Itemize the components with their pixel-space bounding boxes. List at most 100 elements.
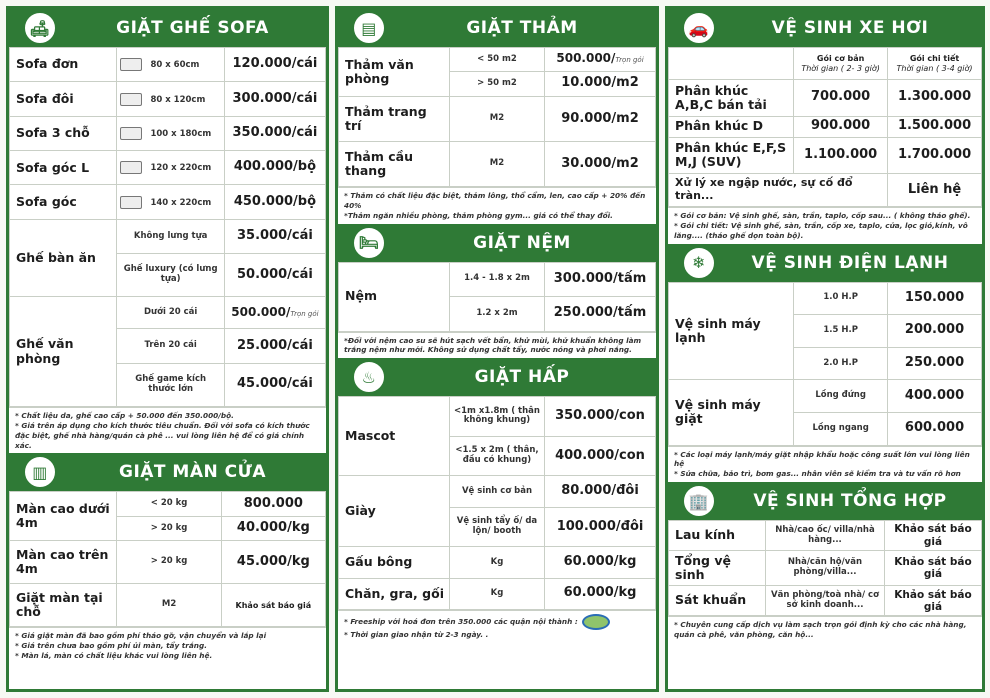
item-price: 250.000/tấm (544, 296, 656, 332)
price-value: 600.000 (904, 420, 965, 436)
price-value: 60.000/kg (563, 585, 637, 601)
note-line: * Giá trên áp dụng cho kích thước tiêu c… (15, 421, 320, 451)
note-line: *Thảm ngăn nhiều phòng, thảm phòng gym..… (344, 211, 650, 221)
item-price: 400.000/con (544, 435, 656, 477)
price-table: Sofa đơn 80 x 60cm 120.000/cái Sofa đôi 80 x… (8, 46, 327, 408)
section-header: ▥ GIẶT MÀN CỬA (9, 453, 326, 492)
spec-text: > 20 kg (150, 522, 188, 533)
price-value: 500.000/ (556, 51, 616, 66)
item-name: Sofa góc (8, 184, 118, 220)
car-icon: 🚗 (682, 11, 716, 45)
section-steam: ♨ GIẶT HẤP Mascot <1m x1.8m ( thân không kh… (338, 358, 656, 643)
item-price: 40.000/kg (220, 515, 327, 542)
item-price: 30.000/m2 (544, 141, 656, 187)
price-detail: 1.500.000 (887, 115, 982, 138)
item-spec: > 20 kg (116, 540, 222, 585)
spec-text: 1.4 - 1.8 x 2m (464, 273, 530, 284)
price-note: Trọn gói (615, 56, 644, 65)
header-empty (667, 47, 795, 80)
spec-text: 120 x 220cm (150, 163, 212, 174)
item-name: Giặt màn tại chỗ (8, 583, 118, 628)
item-price: Khảo sát báo giá (883, 585, 983, 617)
price-table-wrap: Gói cơ bản Thời gian ( 2- 3 giờ) Gói chi t… (667, 47, 982, 207)
spec-text: Lồng đứng (815, 390, 866, 401)
item-price: 450.000/bộ (223, 184, 327, 220)
price-table-wrap: Mascot <1m x1.8m ( thân không khung) 350.0… (338, 396, 656, 611)
price-value: 25.000/cái (237, 337, 313, 353)
table-row: > 50 m2 10.000/m2 (339, 70, 656, 98)
item-price: 200.000 (887, 314, 982, 348)
section-title: GIẶT THẢM (466, 18, 578, 38)
price-value: 60.000/kg (563, 554, 637, 569)
price-value: 90.000/m2 (561, 110, 639, 126)
package-duration: Thời gian ( 2- 3 giờ) (801, 63, 880, 73)
item-name: Sofa góc L (8, 150, 118, 186)
price-table-wrap: Sofa đơn 80 x 60cm 120.000/cái Sofa đôi 80 x… (8, 46, 327, 408)
table-row: Thảm cầu thang M2 30.000/m2 (338, 141, 656, 187)
section-header: ▤ GIẶT THẢM (338, 9, 656, 47)
item-spec: 100 x 180cm (116, 115, 225, 152)
note-text: * Gói chi tiết: Vệ sinh ghế, sàn, trần, … (674, 220, 968, 240)
item-name: Vệ sinh máy giặt (667, 379, 795, 446)
table-row: Vệ sinh tẩy ố/ da lộn/ booth 100.000/đôi (339, 506, 656, 548)
spec-text: Không lưng tựa (133, 230, 208, 241)
item-spec: M2 (448, 141, 546, 187)
item-price: 90.000/m2 (544, 96, 656, 143)
spec-text: < 20 kg (150, 498, 188, 509)
item-spec: Kg (448, 577, 546, 611)
sofa-shape-icon (120, 126, 143, 140)
price-value: Khảo sát báo giá (894, 555, 972, 581)
price-value: 200.000 (904, 322, 965, 338)
price-table: Màn cao dưới 4m < 20 kg 800.000 > 20 kg 40.0… (8, 491, 327, 628)
item-spec: Kg (448, 546, 546, 579)
sofa-shape-icon (120, 58, 143, 72)
item-price: 350.000/cái (223, 115, 327, 152)
spec-text: 140 x 220cm (150, 197, 212, 208)
price-value: 300.000/tấm (553, 270, 647, 286)
note-text: *Đối với nệm cao su sẽ hút sạch vết bẩn,… (344, 335, 642, 355)
item-name: Ghế bàn ăn (8, 218, 118, 298)
note-text: * Giá trên chưa bao gồm phí ủi màn, tẩy … (15, 641, 207, 651)
price-basic: 900.000 (793, 115, 889, 138)
table-row: Vệ sinh máy giặt Lồng đứng 400.000 (667, 379, 982, 446)
item-spec: Trên 20 cái (116, 328, 225, 364)
section-title: VỆ SINH TỔNG HỢP (753, 491, 947, 512)
item-name: Tổng vệ sinh (667, 550, 767, 587)
section-carpet: ▤ GIẶT THẢM Thảm văn phòng < 50 m2 500.000/T… (338, 9, 656, 224)
item-spec: Vệ sinh tẩy ố/ da lộn/ booth (448, 506, 546, 548)
spec-text: Nhà/căn hộ/văn phòng/villa... (787, 557, 863, 578)
item-spec: Vệ sinh cơ bản (448, 475, 546, 508)
table-row: Chăn, gra, gối Kg 60.000/kg (338, 577, 656, 611)
item-spec: Nhà/căn hộ/văn phòng/villa... (765, 550, 885, 587)
spec-text: Dưới 20 cái (144, 306, 198, 317)
table-row: Phân khúc A,B,C bán tải 700.000 1.300.000 (667, 79, 982, 117)
notes: * Thảm có chất liệu đặc biệt, thảm lông,… (338, 187, 656, 224)
item-name: Màn cao trên 4m (8, 540, 118, 585)
item-name: Vệ sinh máy lạnh (667, 281, 795, 381)
table-header-row: Gói cơ bản Thời gian ( 2- 3 giờ) Gói chi t… (667, 47, 982, 80)
note-line: * Màn lá, màn có chất liệu khác vui lòng… (15, 651, 320, 661)
spec-text: 1.5 H.P (823, 325, 858, 336)
note-text: * Giá trên áp dụng cho kích thước tiêu c… (15, 420, 310, 450)
section-car: 🚗 VỆ SINH XE HƠI Gói cơ bản Thời gian ( 2- … (667, 9, 982, 244)
spec-text: Văn phòng/toà nhà/ cơ sở kinh doanh... (771, 589, 879, 610)
spec-text: 80 x 60cm (150, 60, 200, 71)
notes: * Freeship với hoá đơn trên 350.000 các … (338, 610, 656, 643)
item-name: Nệm (338, 261, 450, 332)
price-value: 150.000 (904, 289, 965, 305)
table-row: Phân khúc D 900.000 1.500.000 (667, 115, 982, 138)
section-ac: ❄ VỆ SINH ĐIỆN LẠNH Vệ sinh máy lạnh 1.0 H.… (667, 243, 982, 483)
item-name: Gấu bông (338, 546, 450, 579)
section-header: 🚗 VỆ SINH XE HƠI (668, 9, 982, 47)
package-label: Gói cơ bản (816, 54, 865, 64)
spec-text: Vệ sinh cơ bản (461, 485, 532, 496)
notes: * Gói cơ bản: Vệ sinh ghế, sàn, trần, ta… (668, 207, 982, 244)
item-price: 500.000/Trọn gói (223, 296, 327, 330)
spec-text: < 50 m2 (477, 53, 517, 64)
item-spec: 1.0 H.P (793, 281, 889, 316)
price-value: 80.000/đôi (561, 483, 639, 499)
item-price: 80.000/đôi (544, 475, 656, 508)
spec-text: 80 x 120cm (150, 94, 206, 105)
price-basic: 700.000 (793, 79, 889, 117)
package-label: Gói chi tiết (909, 54, 960, 64)
